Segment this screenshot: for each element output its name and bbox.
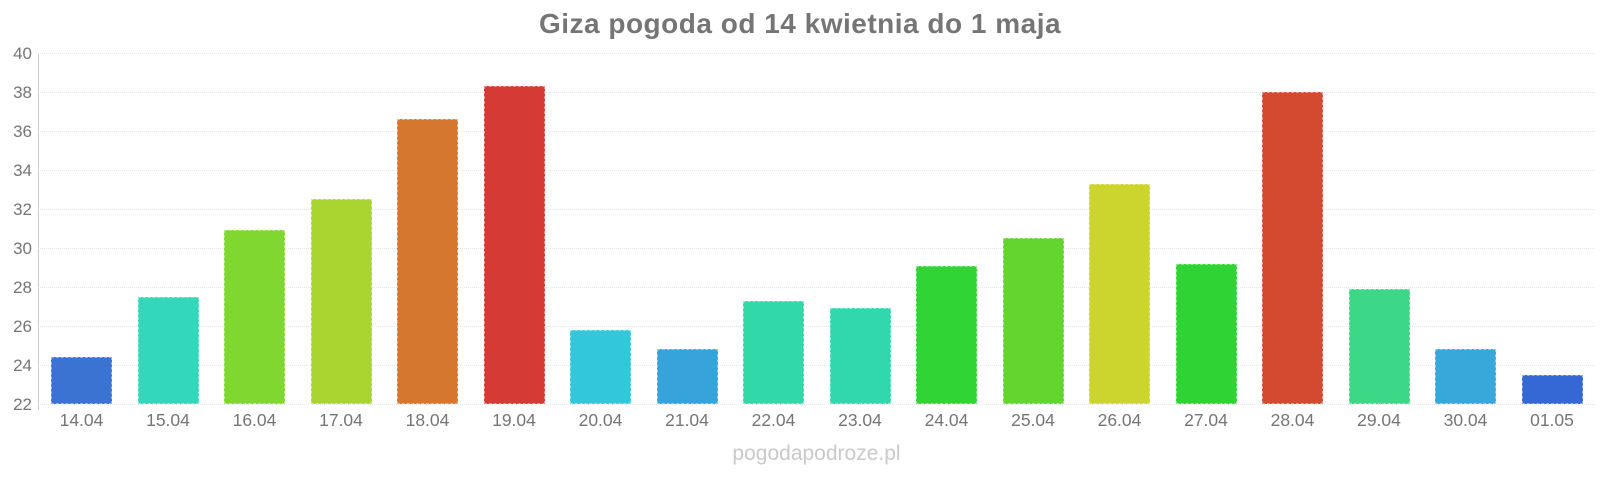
bar-18.04 bbox=[397, 119, 458, 404]
gridline bbox=[38, 248, 1595, 249]
bar-26.04 bbox=[1089, 183, 1150, 404]
x-tick-label: 25.04 bbox=[1011, 410, 1055, 430]
bar-23.04 bbox=[829, 308, 891, 404]
x-tick-label: 24.04 bbox=[924, 410, 969, 430]
x-tick-label: 22.04 bbox=[751, 410, 796, 430]
y-tick-label: 24 bbox=[13, 356, 32, 375]
bar-29.04 bbox=[1348, 288, 1410, 404]
x-tick-label: 15.04 bbox=[146, 410, 190, 430]
x-tick-label: 16.04 bbox=[232, 410, 277, 430]
x-tick-label: 30.04 bbox=[1443, 410, 1488, 430]
bar-01.05 bbox=[1521, 374, 1583, 404]
gridline bbox=[38, 170, 1595, 171]
bar-27.04 bbox=[1175, 263, 1237, 404]
bar-24.04 bbox=[916, 265, 977, 404]
bar-22.04 bbox=[743, 300, 804, 404]
y-axis-line bbox=[38, 53, 39, 410]
y-tick-label: 38 bbox=[13, 83, 32, 102]
x-tick-label: 14.04 bbox=[59, 410, 104, 430]
y-tick-label: 26 bbox=[13, 317, 32, 336]
y-tick-label: 40 bbox=[13, 44, 32, 63]
gridline bbox=[38, 287, 1595, 288]
bar-19.04 bbox=[483, 86, 545, 404]
x-tick-label: 26.04 bbox=[1097, 410, 1142, 430]
y-tick-label: 34 bbox=[13, 161, 32, 180]
x-tick-label: 21.04 bbox=[665, 410, 709, 430]
bar-16.04 bbox=[224, 230, 285, 404]
y-tick-label: 22 bbox=[13, 395, 32, 414]
x-tick-label: 19.04 bbox=[492, 410, 536, 430]
watermark: pogodapodroze.pl bbox=[732, 442, 901, 465]
gridline bbox=[38, 53, 1595, 54]
y-tick-label: 36 bbox=[13, 122, 32, 141]
bar-15.04 bbox=[137, 296, 199, 404]
bar-28.04 bbox=[1262, 92, 1323, 404]
bar-25.04 bbox=[1002, 238, 1064, 404]
bar-30.04 bbox=[1435, 349, 1496, 404]
y-tick-label: 32 bbox=[13, 200, 32, 219]
bar-17.04 bbox=[310, 199, 372, 404]
gridline bbox=[38, 326, 1595, 327]
bar-14.04 bbox=[51, 357, 112, 404]
y-tick-label: 28 bbox=[13, 278, 32, 297]
gridline bbox=[38, 209, 1595, 210]
x-tick-label: 28.04 bbox=[1270, 410, 1315, 430]
x-tick-label: 18.04 bbox=[405, 410, 450, 430]
gridline bbox=[38, 92, 1595, 93]
x-tick-label: 29.04 bbox=[1357, 410, 1401, 430]
bar-20.04 bbox=[570, 329, 631, 404]
gridline bbox=[38, 131, 1595, 132]
x-tick-label: 27.04 bbox=[1184, 410, 1228, 430]
chart-title: Giza pogoda od 14 kwietnia do 1 maja bbox=[538, 8, 1062, 39]
x-tick-label: 01.05 bbox=[1530, 410, 1574, 430]
gridline bbox=[38, 365, 1595, 366]
x-tick-label: 23.04 bbox=[838, 410, 882, 430]
y-tick-label: 30 bbox=[13, 239, 32, 258]
x-tick-label: 20.04 bbox=[578, 410, 623, 430]
bar-21.04 bbox=[656, 349, 718, 404]
gridline bbox=[38, 404, 1595, 405]
x-tick-label: 17.04 bbox=[319, 410, 363, 430]
